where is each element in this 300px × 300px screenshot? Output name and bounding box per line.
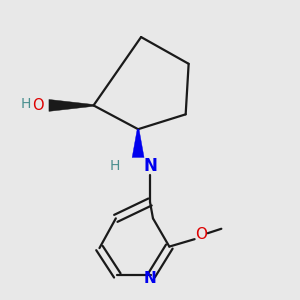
Text: N: N [144,271,156,286]
Polygon shape [132,129,144,158]
Text: O: O [195,227,207,242]
Text: H: H [21,97,31,111]
Text: H: H [109,159,119,173]
Polygon shape [49,100,94,111]
Text: N: N [143,157,157,175]
Text: O: O [33,98,44,113]
